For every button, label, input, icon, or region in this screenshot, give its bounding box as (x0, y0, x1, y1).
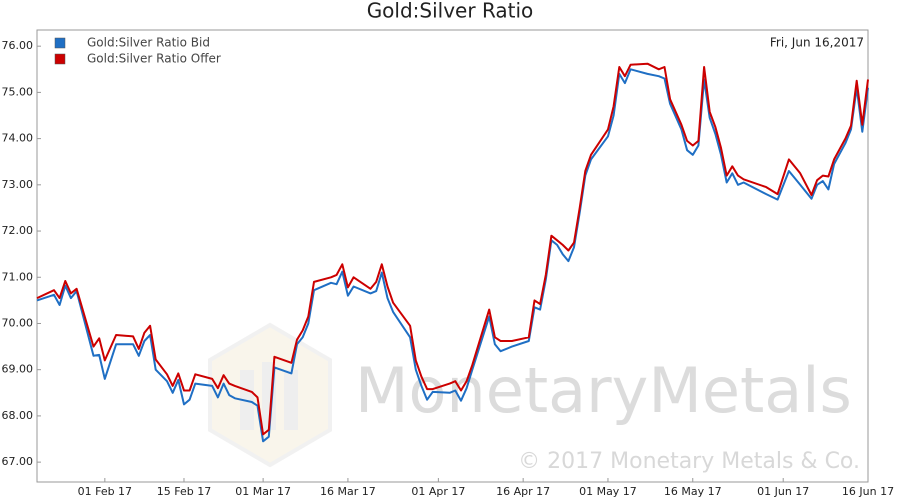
y-tick-label: 75.00 (2, 85, 34, 98)
legend-swatch (54, 37, 66, 49)
copyright: © 2017 Monetary Metals & Co. (518, 449, 860, 474)
x-tick-label: 01 Jun 17 (757, 485, 809, 498)
y-tick-label: 74.00 (2, 132, 34, 145)
y-tick-label: 68.00 (2, 409, 34, 422)
series-line (36, 62, 869, 436)
watermark: MonetaryMetals (355, 354, 852, 427)
plot-border (36, 29, 869, 483)
x-tick-label: 01 May 17 (579, 485, 637, 498)
y-tick-label: 69.00 (2, 363, 34, 376)
y-tick-label: 76.00 (2, 39, 34, 52)
legend-label: Gold:Silver Ratio Offer (87, 52, 221, 66)
x-tick-label: 16 Mar 17 (320, 485, 376, 498)
x-tick-label: 01 Apr 17 (411, 485, 465, 498)
x-tick-label: 01 Feb 17 (78, 485, 132, 498)
y-tick-label: 73.00 (2, 178, 34, 191)
chart-title: Gold:Silver Ratio (367, 0, 534, 23)
x-tick-label: 01 Mar 17 (235, 485, 291, 498)
y-tick-label: 70.00 (2, 316, 34, 329)
x-tick-label: 16 Apr 17 (496, 485, 550, 498)
y-tick-label: 72.00 (2, 224, 34, 237)
series-line (36, 68, 869, 443)
legend-label: Gold:Silver Ratio Bid (87, 36, 210, 50)
watermark-logo (208, 322, 332, 468)
y-tick-label: 67.00 (2, 455, 34, 468)
legend-swatch (54, 53, 66, 65)
x-tick-label: 16 May 17 (664, 485, 722, 498)
x-tick-label: 15 Feb 17 (157, 485, 211, 498)
date-label: Fri, Jun 16,2017 (770, 36, 864, 50)
x-tick-label: 16 Jun 17 (842, 485, 894, 498)
y-tick-label: 71.00 (2, 270, 34, 283)
